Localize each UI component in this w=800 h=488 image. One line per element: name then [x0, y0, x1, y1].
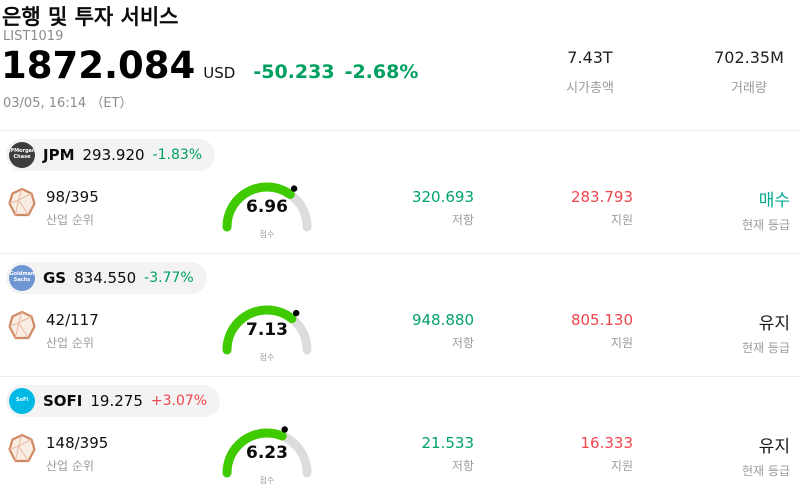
- ticker-chip[interactable]: JPMorgan Chase JPM 293.920 -1.83%: [6, 139, 216, 171]
- resistance-value: 320.693: [411, 188, 474, 206]
- rating-cell: 매수 현재 등급: [742, 186, 790, 233]
- timestamp: 03/05, 16:14 （ET）: [3, 96, 133, 111]
- stock-change: +3.07%: [150, 393, 208, 409]
- industry-rank: 148/395 산업 순위: [46, 434, 108, 474]
- stock-price: 293.920: [82, 146, 145, 164]
- company-logo: SoFi: [9, 388, 35, 414]
- price-change-value: -50.233: [253, 61, 335, 83]
- page-title: 은행 및 투자 서비스: [2, 5, 179, 29]
- index-price: 1872.084: [1, 44, 196, 87]
- company-logo: Goldman Sachs: [9, 265, 35, 291]
- index-price-row: 1872.084 USD -50.233 -2.68%: [1, 44, 418, 87]
- rank-label: 산업 순위: [46, 459, 94, 473]
- volume-stat: 702.35M 거래량: [698, 48, 800, 96]
- rating-label: 현재 등급: [742, 464, 790, 478]
- company-logo: JPMorgan Chase: [9, 142, 35, 168]
- stock-change: -1.83%: [152, 147, 203, 163]
- score-gauge: 6.23 점수: [212, 421, 322, 488]
- resistance-label: 저항: [451, 213, 474, 227]
- resistance-label: 저항: [451, 459, 474, 473]
- score-value: 6.96: [246, 197, 288, 217]
- support-cell: 16.333 지원: [581, 434, 634, 474]
- score-label: 점수: [259, 476, 275, 485]
- volume-label: 거래량: [731, 81, 767, 96]
- stock-row-gs[interactable]: Goldman Sachs GS 834.550 -3.77% 42/117 산…: [0, 254, 800, 377]
- rank-value: 148/395: [46, 434, 109, 452]
- resistance-cell: 948.880 저항: [412, 311, 474, 351]
- resistance-value: 948.880: [411, 311, 474, 329]
- price-change-percent: -2.68%: [344, 61, 419, 83]
- score-gauge: 6.96 점수: [212, 175, 322, 251]
- support-label: 지원: [610, 213, 633, 227]
- rating-cell: 유지 현재 등급: [742, 309, 790, 356]
- ticker-symbol: JPM: [43, 146, 75, 164]
- support-label: 지원: [610, 336, 633, 350]
- score-value: 6.23: [246, 443, 288, 463]
- score-gauge: 7.13 점수: [212, 298, 322, 374]
- industry-rank: 42/117 산업 순위: [46, 311, 99, 351]
- ticker-chip[interactable]: SoFi SOFI 19.275 +3.07%: [6, 385, 221, 417]
- support-value: 283.793: [570, 188, 633, 206]
- support-cell: 805.130 지원: [571, 311, 633, 351]
- resistance-value: 21.533: [421, 434, 475, 452]
- rating-value: 매수: [758, 191, 790, 211]
- support-cell: 283.793 지원: [571, 188, 633, 228]
- score-label: 점수: [259, 353, 275, 362]
- resistance-cell: 320.693 저항: [412, 188, 474, 228]
- industry-rank: 98/395 산업 순위: [46, 188, 99, 228]
- gem-icon: [8, 310, 36, 340]
- stock-price: 834.550: [74, 269, 137, 287]
- rank-value: 98/395: [46, 188, 99, 206]
- stock-change: -3.77%: [144, 270, 194, 286]
- rank-label: 산업 순위: [46, 213, 94, 227]
- score-value: 7.13: [246, 320, 288, 340]
- list-id: LIST1019: [3, 29, 64, 44]
- support-value: 805.130: [570, 311, 633, 329]
- rating-cell: 유지 현재 등급: [742, 432, 790, 479]
- ticker-symbol: SOFI: [43, 392, 83, 410]
- resistance-label: 저항: [451, 336, 474, 350]
- stock-row-sofi[interactable]: SoFi SOFI 19.275 +3.07% 148/395 산업 순위 6.…: [0, 377, 800, 488]
- currency-label: USD: [203, 64, 236, 82]
- gem-icon: [8, 433, 36, 463]
- stock-price: 19.275: [90, 392, 143, 410]
- resistance-cell: 21.533 저항: [422, 434, 475, 474]
- ticker-symbol: GS: [43, 269, 67, 287]
- gem-icon: [8, 187, 36, 217]
- market-cap-stat: 7.43T 시가총액: [535, 48, 645, 96]
- rank-label: 산업 순위: [46, 336, 94, 350]
- rating-label: 현재 등급: [742, 218, 790, 232]
- score-label: 점수: [259, 230, 275, 239]
- rank-value: 42/117: [46, 311, 99, 329]
- support-value: 16.333: [580, 434, 634, 452]
- rating-value: 유지: [758, 314, 790, 334]
- market-cap-value: 7.43T: [567, 48, 613, 67]
- header: 은행 및 투자 서비스 LIST1019 1872.084 USD -50.23…: [0, 0, 800, 131]
- stock-row-jpm[interactable]: JPMorgan Chase JPM 293.920 -1.83% 98/395…: [0, 131, 800, 254]
- ticker-chip[interactable]: Goldman Sachs GS 834.550 -3.77%: [6, 262, 207, 294]
- rating-value: 유지: [758, 437, 790, 457]
- rating-label: 현재 등급: [742, 341, 790, 355]
- market-cap-label: 시가총액: [566, 81, 614, 96]
- volume-value: 702.35M: [714, 48, 784, 67]
- support-label: 지원: [610, 459, 633, 473]
